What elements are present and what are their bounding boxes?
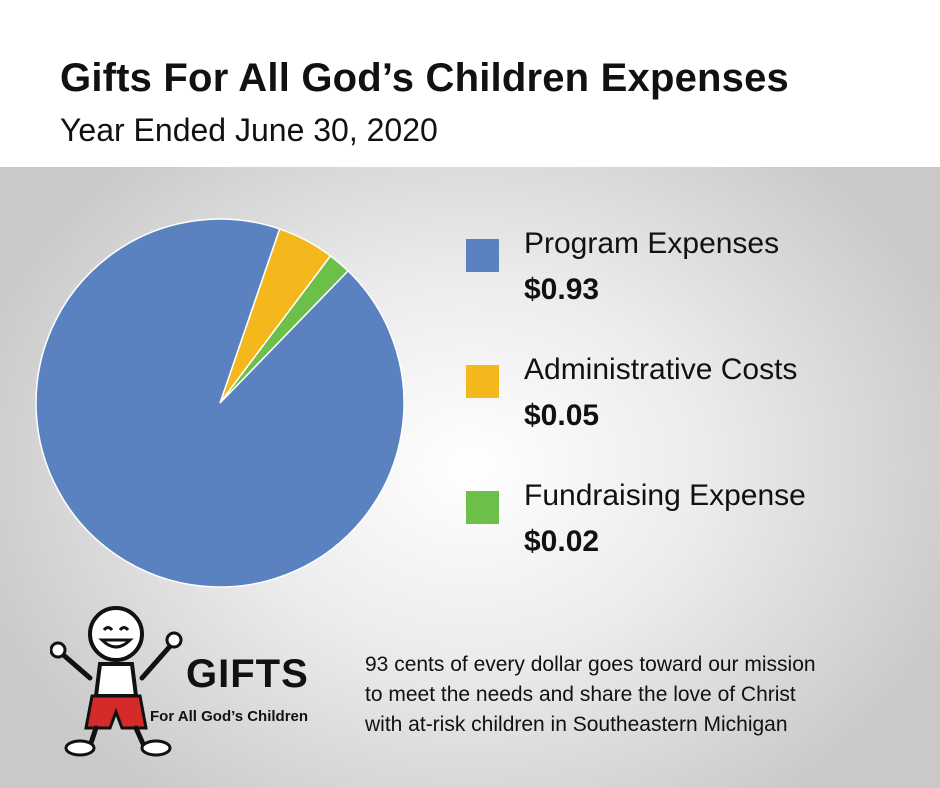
page-title: Gifts For All God’s Children Expenses	[60, 56, 790, 100]
legend-swatch	[466, 365, 499, 398]
header: Gifts For All God’s Children Expenses Ye…	[0, 0, 940, 167]
smiling-child-logo-icon	[50, 606, 183, 757]
legend-label: Fundraising Expense	[524, 479, 806, 512]
legend-value: $0.05	[524, 399, 600, 432]
pie-chart	[35, 218, 405, 588]
legend-item-fundraising: Fundraising Expense $0.02	[466, 479, 926, 589]
legend-swatch	[466, 491, 499, 524]
mission-line: to meet the needs and share the love of …	[365, 683, 796, 706]
legend-item-administrative: Administrative Costs $0.05	[466, 353, 926, 463]
legend-value: $0.93	[524, 273, 600, 306]
legend-swatch	[466, 239, 499, 272]
legend-item-program: Program Expenses $0.93	[466, 227, 926, 337]
logo-tagline: For All God’s Children	[150, 708, 309, 725]
mission-line: with at-risk children in Southeastern Mi…	[365, 713, 788, 736]
mission-statement: 93 cents of every dollar goes toward our…	[365, 650, 925, 740]
pie-slice-program-expenses	[35, 218, 405, 588]
mission-line: 93 cents of every dollar goes toward our…	[365, 653, 816, 676]
legend-label: Program Expenses	[524, 227, 780, 260]
legend-label: Administrative Costs	[524, 353, 798, 386]
chart-panel: Program Expenses $0.93 Administrative Co…	[0, 167, 940, 788]
page-subtitle: Year Ended June 30, 2020	[60, 112, 438, 148]
logo-wordmark: GIFTS	[186, 652, 309, 696]
legend-value: $0.02	[524, 525, 600, 558]
gifts-logo: GIFTS For All God’s Children	[50, 600, 340, 760]
